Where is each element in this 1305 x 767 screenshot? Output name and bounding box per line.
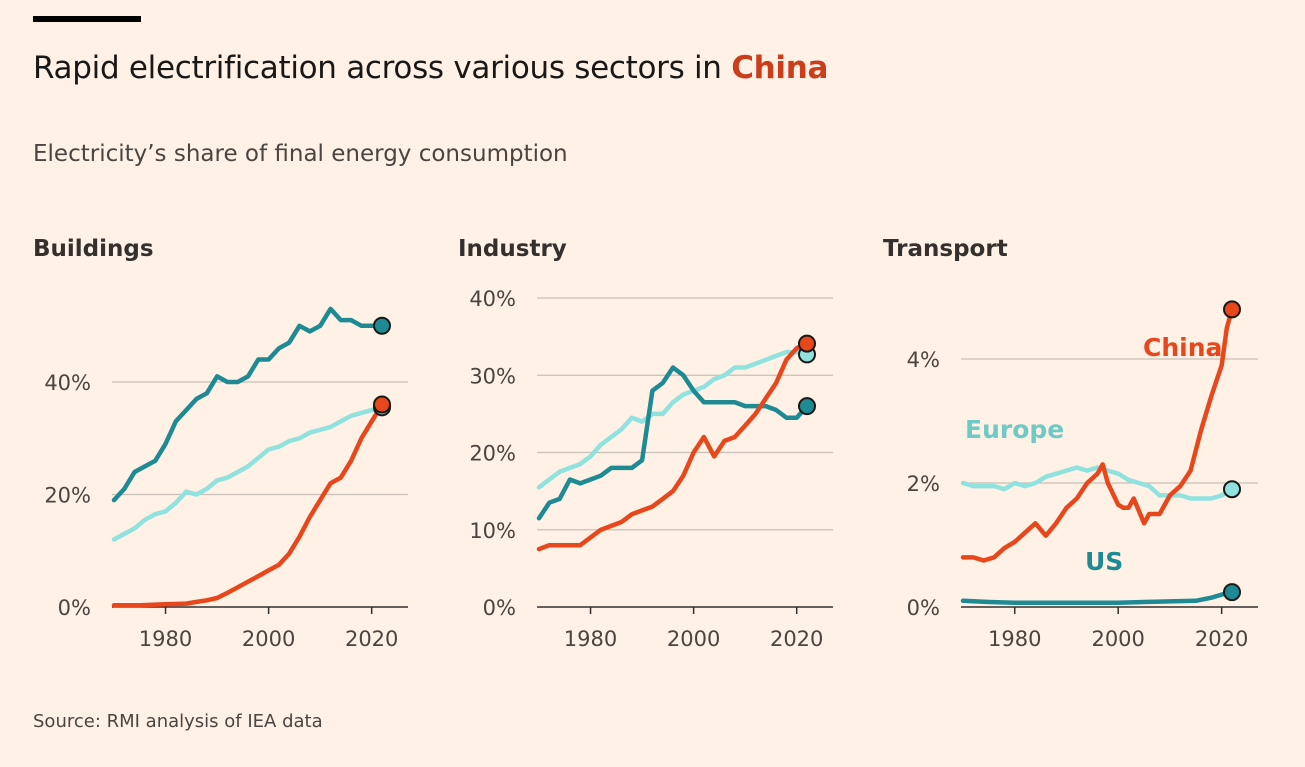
buildings-line-europe <box>111 405 385 542</box>
buildings-x-tick-label: 2020 <box>345 627 398 651</box>
transport-line-europe <box>960 465 1235 501</box>
industry-y-tick-label: 30% <box>469 364 516 388</box>
transport-x-tick-label: 1980 <box>988 627 1041 651</box>
industry-line-europe <box>536 349 810 490</box>
industry-line-china <box>536 341 810 552</box>
transport-endpoint-us <box>1223 583 1241 602</box>
transport-line-us <box>960 589 1235 605</box>
buildings-endpoint-china <box>373 395 391 414</box>
transport-y-tick-label: 0% <box>907 596 940 620</box>
transport-endpoint-europe <box>1223 480 1241 499</box>
series-label-china: China <box>1143 333 1222 362</box>
industry-x-tick-label: 1980 <box>564 627 617 651</box>
industry-endpoint-us <box>798 397 816 416</box>
industry-endpoint-china <box>798 334 816 353</box>
transport-line-china <box>960 307 1235 563</box>
title-highlight-china: China <box>731 50 829 86</box>
transport-x-tick-label: 2020 <box>1195 627 1248 651</box>
industry-x-tick-label: 2020 <box>770 627 823 651</box>
buildings-x-tick-label: 2000 <box>242 627 295 651</box>
brand-bar <box>33 16 141 22</box>
transport-y-tick-label: 2% <box>907 472 940 496</box>
buildings-x-tick-label: 1980 <box>139 627 192 651</box>
buildings-y-tick-label: 20% <box>44 484 91 508</box>
series-label-us: US <box>1085 547 1123 576</box>
panel-title-industry: Industry <box>458 236 567 262</box>
panel-title-buildings: Buildings <box>33 236 154 262</box>
source-note: Source: RMI analysis of IEA data <box>33 711 323 732</box>
transport-endpoint-china <box>1223 300 1241 319</box>
chart-subtitle: Electricity’s share of final energy cons… <box>33 141 568 167</box>
transport-y-tick-label: 4% <box>907 348 940 372</box>
buildings-y-tick-label: 40% <box>44 371 91 395</box>
buildings-line-china <box>111 402 385 608</box>
transport-x-tick-label: 2000 <box>1091 627 1144 651</box>
industry-y-tick-label: 20% <box>469 442 516 466</box>
series-label-europe: Europe <box>965 415 1064 444</box>
buildings-line-us <box>111 306 385 503</box>
industry-line-us <box>536 365 810 521</box>
buildings-endpoint-us <box>373 316 391 335</box>
industry-y-tick-label: 0% <box>483 596 516 620</box>
chart-title: Rapid electrification across various sec… <box>33 50 829 86</box>
buildings-y-tick-label: 0% <box>58 596 91 620</box>
industry-y-tick-label: 10% <box>469 519 516 543</box>
industry-x-tick-label: 2000 <box>667 627 720 651</box>
industry-y-tick-label: 40% <box>469 287 516 311</box>
panel-title-transport: Transport <box>883 236 1008 262</box>
